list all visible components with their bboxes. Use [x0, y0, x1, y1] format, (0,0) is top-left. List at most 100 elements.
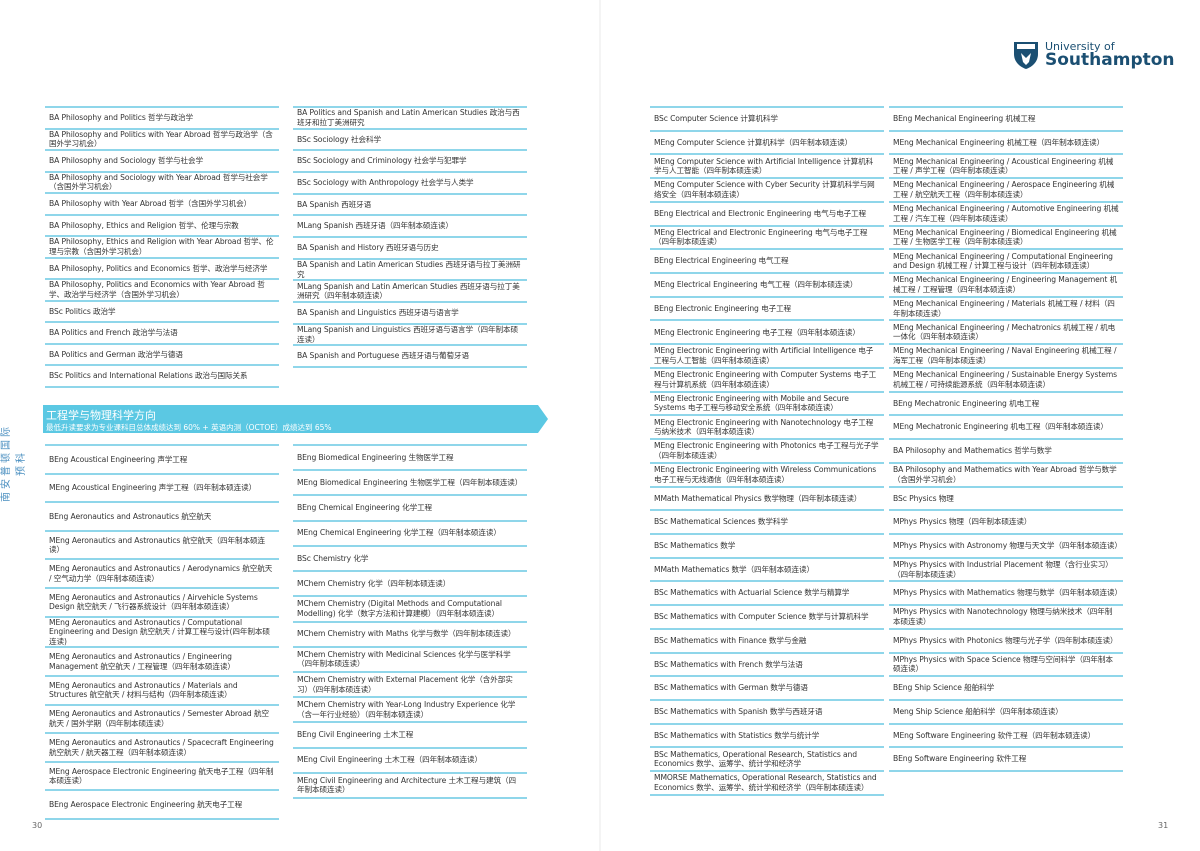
course-name: BSc Politics and International Relations…: [49, 371, 248, 381]
course-item: MEng Electronic Engineering with Nanotec…: [650, 416, 884, 441]
course-item: MEng Software Engineering 软件工程（四年制本硕连读）: [889, 725, 1123, 749]
course-item: MEng Mechatronic Engineering 机电工程（四年制本硕连…: [889, 416, 1123, 441]
course-item: BEng Mechanical Engineering 机械工程: [889, 108, 1123, 132]
course-item: MEng Acoustical Engineering 声学工程（四年制本硕连读…: [45, 475, 279, 504]
course-name: BA Philosophy and Politics 哲学与政治学: [49, 112, 193, 122]
course-item: BEng Electrical and Electronic Engineeri…: [650, 203, 884, 227]
course-name: MMORSE Mathematics, Operational Research…: [654, 773, 877, 792]
course-item: MChem Chemistry with External Placement …: [293, 673, 527, 699]
course-name: MEng Aeronautics and Astronautics / Spac…: [49, 737, 274, 757]
course-item: MEng Aeronautics and Astronautics / Aero…: [45, 560, 279, 590]
course-name: MEng Mechanical Engineering / Mechatroni…: [893, 322, 1116, 342]
course-name: MEng Electronic Engineering with Wireles…: [654, 465, 877, 484]
course-name: BSc Mathematical Sciences 数学科学: [654, 517, 788, 527]
course-name: MEng Electronic Engineering with Nanotec…: [654, 417, 874, 437]
course-item: BEng Biomedical Engineering 生物医学工程: [293, 446, 527, 472]
course-name: MEng Acoustical Engineering 声学工程（四年制本硕连读…: [49, 483, 257, 493]
course-name: BA Philosophy and Sociology 哲学与社会学: [49, 156, 203, 166]
course-item: BSc Sociology and Criminology 社会学与犯罪学: [293, 151, 527, 174]
course-item: BEng Electronic Engineering 电子工程: [650, 298, 884, 322]
course-name: MPhys Physics with Photonics 物理与光子学（四年制本…: [893, 635, 1118, 645]
course-item: BEng Acoustical Engineering 声学工程: [45, 446, 279, 475]
course-item: BSc Mathematics with Finance 数学与金融: [650, 630, 884, 654]
course-name: BA Philosophy, Ethics and Religion with …: [49, 237, 274, 256]
course-item: MPhys Physics with Astronomy 物理与天文学（四年制本…: [889, 535, 1123, 559]
course-name: MEng Mechatronic Engineering 机电工程（四年制本硕连…: [893, 422, 1108, 432]
course-name: MEng Mechanical Engineering / Materials …: [893, 299, 1115, 318]
course-item: BA Philosophy and Mathematics with Year …: [889, 464, 1123, 488]
course-name: MEng Aeronautics and Astronautics / Comp…: [49, 617, 270, 646]
course-name: MChem Chemistry with Maths 化学与数学（四年制本硕连读…: [297, 629, 516, 639]
course-name: BSc Physics 物理: [893, 493, 954, 503]
course-name: BA Spanish and History 西班牙语与历史: [297, 243, 439, 253]
course-item: MEng Mechanical Engineering / Naval Engi…: [889, 345, 1123, 369]
course-item: BEng Software Engineering 软件工程: [889, 748, 1123, 773]
course-item: BSc Politics and International Relations…: [45, 366, 279, 388]
page-number-right: 31: [1158, 821, 1169, 830]
course-name: BSc Mathematics with Finance 数学与金融: [654, 635, 807, 645]
course-item: MEng Biomedical Engineering 生物医学工程（四年制本硕…: [293, 471, 527, 497]
course-item: BSc Chemistry 化学: [293, 547, 527, 573]
course-name: MEng Computer Science with Cyber Securit…: [654, 180, 875, 200]
course-name: BA Philosophy, Politics and Economics 哲学…: [49, 263, 268, 273]
course-name: MPhys Physics with Space Science 物理与空间科学…: [893, 654, 1113, 674]
course-item: BA Philosophy and Politics with Year Abr…: [45, 130, 279, 152]
course-item: BA Philosophy and Sociology 哲学与社会学: [45, 151, 279, 173]
course-name: MEng Computer Science 计算机科学（四年制本硕连读）: [654, 137, 853, 147]
course-name: MEng Aeronautics and Astronautics / Mate…: [49, 680, 238, 700]
course-item: MEng Mechanical Engineering / Aerospace …: [889, 179, 1123, 203]
course-item: BSc Mathematics 数学: [650, 535, 884, 559]
course-name: MEng Electronic Engineering with Artific…: [654, 346, 874, 366]
course-item: BA Politics and German 政治学与德语: [45, 345, 279, 367]
course-name: BSc Mathematics with Spanish 数学与西班牙语: [654, 707, 823, 717]
page-gutter: [599, 0, 601, 851]
course-item: MEng Mechanical Engineering / Sustainabl…: [889, 369, 1123, 393]
course-name: BEng Aerospace Electronic Engineering 航天…: [49, 799, 243, 809]
course-name: BSc Mathematics with German 数学与德语: [654, 683, 808, 693]
course-name: BA Philosophy and Mathematics 哲学与数学: [893, 446, 1052, 456]
course-name: MEng Electrical and Electronic Engineeri…: [654, 227, 868, 247]
crest-icon: [1014, 42, 1038, 69]
course-name: BA Spanish 西班牙语: [297, 199, 372, 209]
course-name: MMath Mathematical Physics 数学物理（四年制本硕连读）: [654, 493, 862, 503]
course-name: MPhys Physics with Nanotechnology 物理与纳米技…: [893, 607, 1113, 626]
course-item: BA Philosophy, Politics and Economics wi…: [45, 280, 279, 302]
course-item: MEng Electronic Engineering with Compute…: [650, 369, 884, 393]
course-item: BSc Sociology with Anthropology 社会学与人类学: [293, 173, 527, 195]
course-item: MEng Electronic Engineering with Artific…: [650, 345, 884, 369]
course-item: MEng Aeronautics and Astronautics / Comp…: [45, 618, 279, 649]
course-item: MEng Mechanical Engineering / Materials …: [889, 298, 1123, 322]
course-item: MEng Civil Engineering 土木工程（四年制本硕连读）: [293, 749, 527, 774]
course-name: MLang Spanish and Linguistics 西班牙语与语言学（四…: [297, 324, 518, 344]
course-name: MEng Electronic Engineering with Mobile …: [654, 393, 849, 413]
course-item: MEng Electronic Engineering with Photoni…: [650, 440, 884, 464]
course-item: MEng Mechanical Engineering 机械工程（四年制本硕连读…: [889, 132, 1123, 156]
course-name: BEng Mechatronic Engineering 机电工程: [893, 398, 1040, 408]
course-item: BEng Electrical Engineering 电气工程: [650, 250, 884, 275]
course-name: MMath Mathematics 数学（四年制本硕连读）: [654, 564, 814, 574]
course-name: MEng Mechanical Engineering / Biomedical…: [893, 227, 1117, 247]
course-name: BA Spanish and Latin American Studies 西班…: [297, 259, 521, 279]
course-name: MEng Mechanical Engineering / Computatio…: [893, 251, 1113, 271]
course-item: BA Philosophy and Politics 哲学与政治学: [45, 108, 279, 130]
course-name: BEng Mechanical Engineering 机械工程: [893, 114, 1036, 124]
course-list-engineering-2: BEng Biomedical Engineering 生物医学工程 MEng B…: [293, 444, 527, 800]
course-name: MPhys Physics with Astronomy 物理与天文学（四年制本…: [893, 541, 1122, 550]
course-name: MEng Electrical Engineering 电气工程（四年制本硕连读…: [654, 280, 858, 290]
course-list-engineering-4: BEng Mechanical Engineering 机械工程 MEng Mec…: [889, 106, 1123, 773]
course-item: BSc Mathematics with Statistics 数学与统计学: [650, 725, 884, 749]
logo-line2: Southampton: [1045, 50, 1175, 70]
course-item: MPhys Physics with Photonics 物理与光子学（四年制本…: [889, 630, 1123, 654]
course-item: Meng Ship Science 船舶科学（四年制本硕连读）: [889, 701, 1123, 725]
course-name: BSc Sociology 社会科学: [297, 134, 381, 144]
course-item: BSc Mathematics with Actuarial Science 数…: [650, 582, 884, 607]
course-name: BEng Electrical Engineering 电气工程: [654, 256, 789, 266]
course-item: MPhys Physics 物理（四年制本硕连读）: [889, 511, 1123, 535]
course-name: BEng Biomedical Engineering 生物医学工程: [297, 452, 454, 462]
university-logo: University of Southampton: [1013, 40, 1175, 70]
course-name: BA Philosophy with Year Abroad 哲学（含国外学习机…: [49, 199, 252, 209]
course-name: BA Politics and French 政治学与法语: [49, 328, 178, 338]
course-item: MEng Computer Science 计算机科学（四年制本硕连读）: [650, 132, 884, 156]
course-name: MEng Civil Engineering 土木工程（四年制本硕连读）: [297, 755, 483, 765]
course-name: MEng Electronic Engineering with Compute…: [654, 370, 877, 389]
